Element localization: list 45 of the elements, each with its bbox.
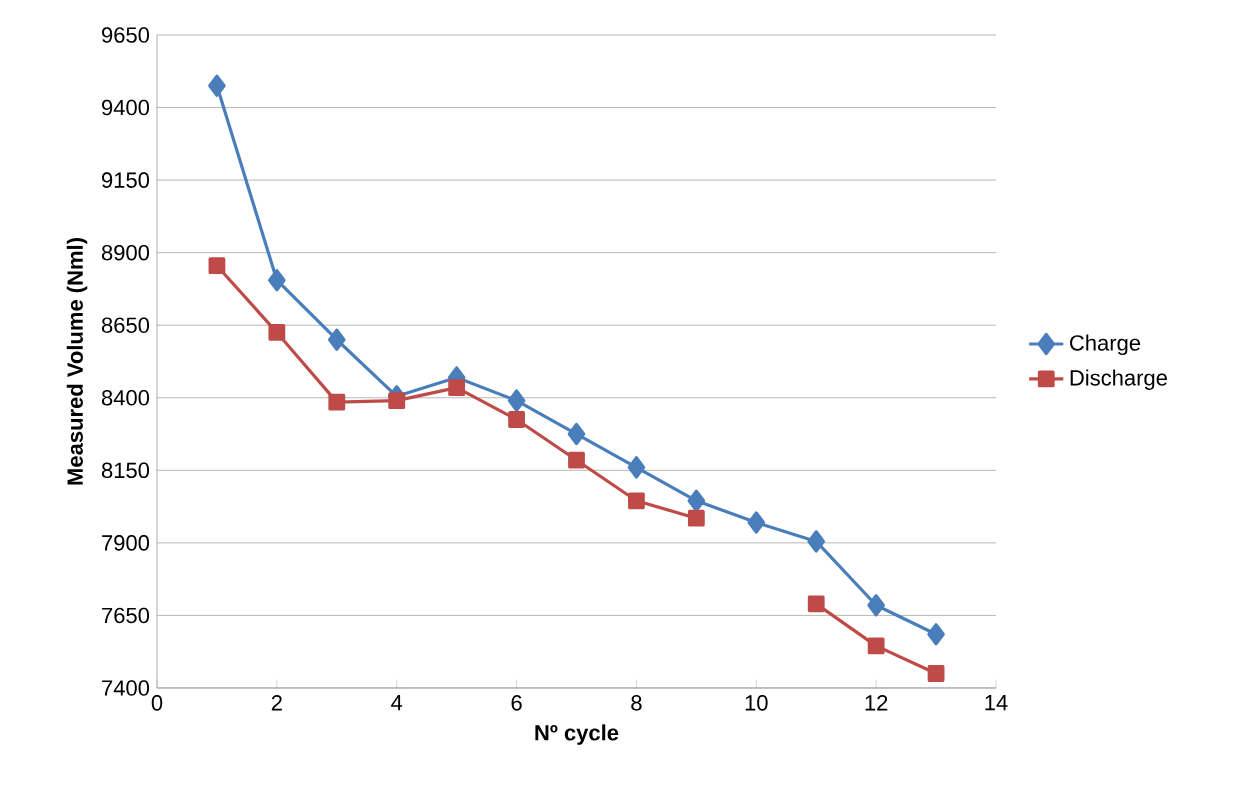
legend-label: Discharge: [1070, 369, 1167, 390]
point: [867, 594, 885, 617]
x-tick-label: 10: [745, 695, 768, 711]
point: [807, 595, 825, 613]
y-tick-label: 7650: [102, 607, 150, 624]
point: [927, 623, 945, 646]
point: [747, 511, 766, 534]
y-tick-label: 8650: [101, 317, 150, 333]
x-tick-label: 0: [151, 695, 163, 711]
point: [567, 422, 586, 446]
x-tick-label: 4: [391, 695, 403, 711]
x-tick-label: 6: [511, 695, 522, 711]
point: [867, 637, 885, 655]
point: [508, 411, 525, 428]
point: [327, 328, 346, 351]
y-tick-label: 8150: [101, 462, 150, 479]
point: [268, 324, 286, 341]
y-tick-label: 7400: [102, 680, 150, 696]
legend-label: Charge: [1070, 334, 1141, 356]
y-tick-label: 9400: [102, 99, 150, 116]
x-tick-label: 2: [271, 695, 282, 711]
point: [268, 269, 286, 292]
x-tick-label: 14: [985, 695, 1008, 711]
point: [687, 509, 705, 527]
point: [568, 451, 585, 469]
point: [388, 392, 406, 410]
y-tick-label: 8400: [101, 390, 150, 406]
point: [448, 379, 466, 397]
y-tick-label: 9150: [102, 172, 150, 188]
y-tick-label: 7900: [102, 535, 150, 551]
x-axis-title: Nº cycle: [535, 724, 619, 745]
y-axis-title: Measured Volume (Nml): [66, 238, 88, 485]
y-tick-label: 9650: [102, 27, 150, 43]
point: [927, 665, 945, 682]
y-tick-label: 8900: [101, 244, 150, 261]
point: [208, 74, 226, 97]
point: [208, 257, 226, 275]
x-tick-label: 8: [631, 695, 642, 711]
x-tick-label: 12: [865, 695, 888, 711]
point: [507, 389, 526, 412]
point: [328, 393, 346, 411]
point: [687, 489, 706, 512]
point: [807, 530, 826, 553]
point: [627, 456, 646, 479]
point: [628, 492, 645, 510]
